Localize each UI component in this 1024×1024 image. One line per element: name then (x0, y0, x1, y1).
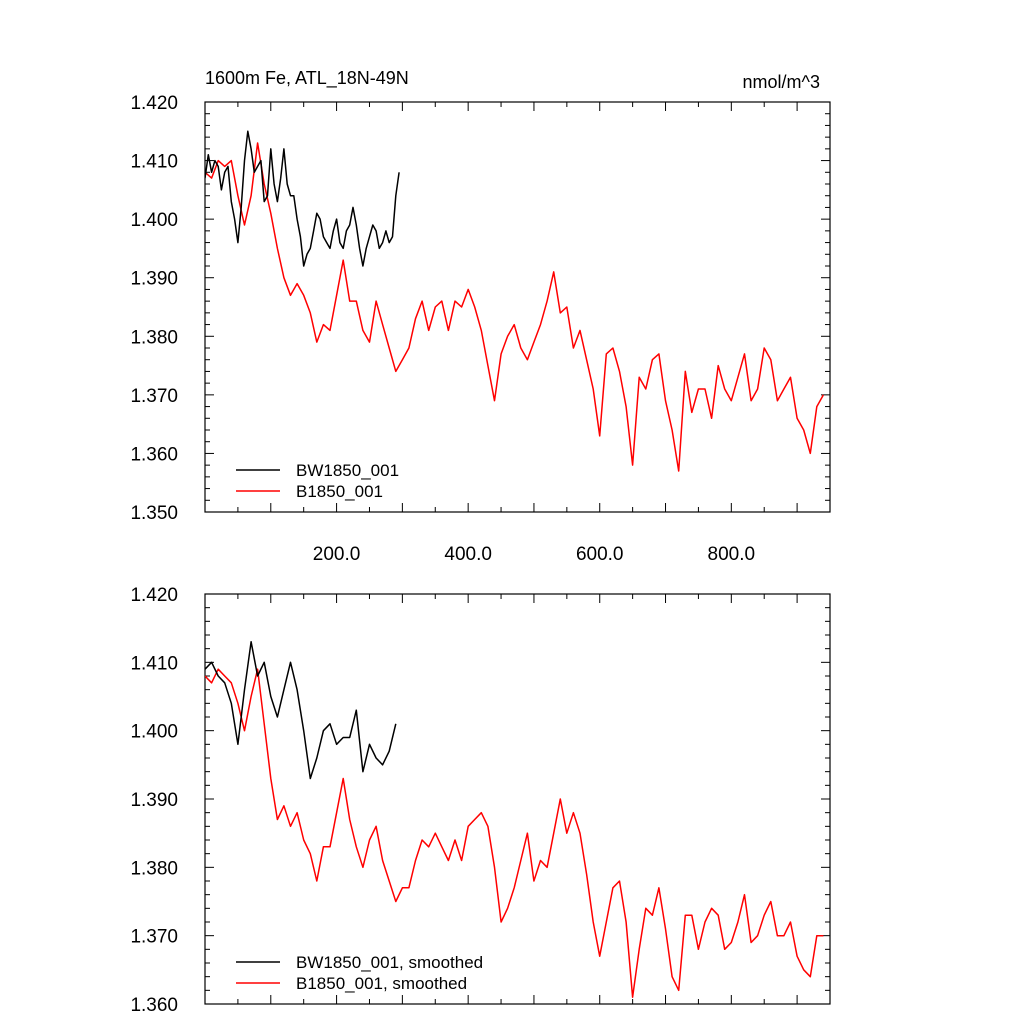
series-line-1 (205, 668, 824, 998)
y-tick-label: 1.420 (130, 585, 178, 606)
y-tick-label: 1.380 (130, 858, 178, 879)
top-panel: 1.350 1.360 1.370 1.380 1.390 1.400 1.410 1.420… (130, 68, 831, 565)
units-label: nmol/m^3 (743, 72, 820, 92)
series-line-0 (205, 641, 397, 780)
bottom-panel: 1.360 1.370 1.380 1.390 1.400 1.410 1.420 BW185… (130, 585, 831, 1016)
chart-title: 1600m Fe, ATL_18N-49N (205, 68, 409, 89)
y-tick-label: 1.370 (130, 386, 178, 407)
y-tick-label: 1.360 (130, 995, 178, 1016)
legend-label: B1850_001 (296, 482, 383, 501)
plot-frame (204, 101, 831, 513)
legend-label: BW1850_001 (296, 461, 399, 480)
legend-label: BW1850_001, smoothed (296, 953, 483, 972)
y-tick-label: 1.390 (130, 790, 178, 811)
y-tick-label: 1.360 (130, 444, 178, 465)
y-tick-label: 1.390 (130, 269, 178, 290)
y-tick-label: 1.350 (130, 503, 178, 524)
x-tick-label: 200.0 (313, 544, 361, 565)
x-tick-label: 400.0 (444, 544, 492, 565)
y-tick-label: 1.400 (130, 210, 178, 231)
y-tick-label: 1.420 (130, 93, 178, 114)
x-tick-label: 800.0 (708, 544, 756, 565)
y-tick-label: 1.400 (130, 722, 178, 743)
y-tick-label: 1.370 (130, 927, 178, 948)
x-tick-label: 600.0 (576, 544, 624, 565)
y-tick-label: 1.380 (130, 327, 178, 348)
y-tick-label: 1.410 (130, 152, 178, 173)
y-tick-label: 1.410 (130, 653, 178, 674)
legend-label: B1850_001, smoothed (296, 974, 467, 993)
plot-frame (204, 593, 831, 1005)
series-line-1 (205, 142, 825, 472)
series-line-0 (205, 130, 400, 267)
